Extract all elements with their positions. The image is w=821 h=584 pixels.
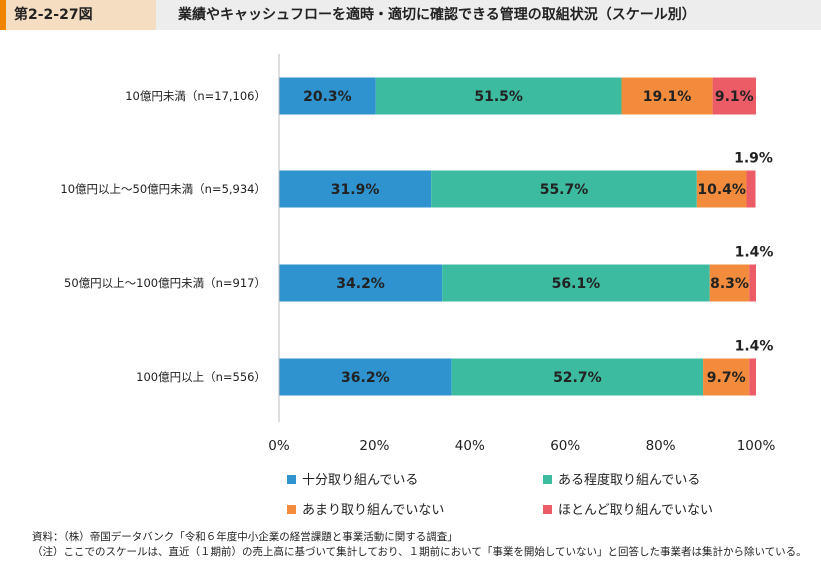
bar-segment — [621, 77, 713, 115]
figure-number: 第2-2-27図 — [6, 0, 156, 30]
category-label: 10億円未満（n=17,106） — [125, 89, 266, 103]
data-label: 51.5% — [474, 89, 523, 105]
data-label: 31.9% — [331, 182, 380, 198]
bar-segment — [709, 264, 750, 302]
data-label: 52.7% — [553, 370, 602, 386]
data-label: 8.3% — [710, 276, 749, 292]
legend-swatch — [287, 505, 296, 514]
source-notes: 資料：（株）帝国データバンク「令和６年度中小企業の経営課題と事業活動に関する調査… — [32, 530, 812, 560]
data-label: 1.4% — [735, 339, 774, 355]
data-label: 55.7% — [540, 182, 589, 198]
bar-segment — [712, 77, 756, 115]
bar-segment — [749, 358, 756, 396]
bar-segment — [279, 170, 432, 208]
data-label: 34.2% — [336, 276, 385, 292]
x-tick-label: 100% — [737, 438, 776, 454]
data-label: 10.4% — [697, 182, 746, 198]
data-label: 1.4% — [735, 245, 774, 261]
bar-segment — [749, 264, 756, 302]
x-tick-label: 0% — [268, 438, 290, 454]
figure-accent-bar — [0, 0, 6, 30]
legend-swatch — [543, 475, 552, 484]
bar-segment — [279, 358, 452, 396]
legend-label: 十分取り組んでいる — [302, 473, 418, 488]
bar-segment — [703, 358, 750, 396]
legend-swatch — [287, 475, 296, 484]
note-line: （注）ここでのスケールは、直近（１期前）の売上高に基づいて集計しており、１期前に… — [32, 546, 807, 558]
bar-segment — [746, 170, 756, 208]
data-label: 36.2% — [341, 370, 390, 386]
data-label: 9.1% — [715, 89, 754, 105]
x-tick-label: 40% — [455, 438, 485, 454]
x-tick-label: 20% — [359, 438, 389, 454]
data-label: 9.7% — [707, 370, 746, 386]
source-line: 資料：（株）帝国データバンク「令和６年度中小企業の経営課題と事業活動に関する調査… — [32, 531, 458, 543]
data-label: 19.1% — [643, 89, 692, 105]
x-tick-label: 80% — [646, 438, 676, 454]
category-label: 100億円以上（n=556） — [136, 370, 266, 384]
category-label: 50億円以上〜100億円未満（n=917） — [64, 276, 266, 290]
legend-swatch — [543, 505, 552, 514]
data-label: 56.1% — [552, 276, 601, 292]
x-tick-label: 60% — [550, 438, 580, 454]
bar-segment — [431, 170, 697, 208]
bar-segment — [442, 264, 710, 302]
figure-header: 第2-2-27図 業績やキャッシュフローを適時・適切に確認できる管理の取組状況（… — [0, 0, 821, 30]
data-label: 1.9% — [734, 151, 773, 167]
legend-label: ある程度取り組んでいる — [558, 472, 700, 488]
legend-label: あまり取り組んでいない — [302, 503, 444, 518]
bar-segment — [451, 358, 704, 396]
data-label: 20.3% — [303, 89, 352, 105]
figure-title: 業績やキャッシュフローを適時・適切に確認できる管理の取組状況（スケール別） — [178, 7, 696, 23]
stacked-bar-chart: 10億円未満（n=17,106） 10億円以上〜50億円未満（n=5,934） 50… — [60, 54, 776, 518]
category-label: 10億円以上〜50億円未満（n=5,934） — [60, 182, 266, 196]
bar-segment — [375, 77, 622, 115]
bar-segment — [279, 77, 376, 115]
bar-segment — [279, 264, 443, 302]
legend-label: ほとんど取り組んでいない — [558, 503, 713, 518]
bar-segment — [696, 170, 747, 208]
